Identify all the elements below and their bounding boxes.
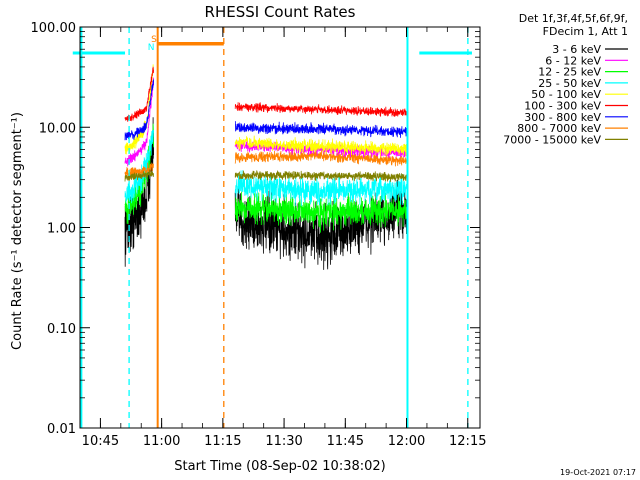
chart-title: RHESSI Count Rates bbox=[205, 3, 356, 21]
axes: 100.00 10.00 1.00 0.10 0.01 10:45 11:00 11:15 11… bbox=[31, 21, 487, 449]
legend-header-line-2: FDecim 1, Att 1 bbox=[543, 25, 628, 38]
flag-label-s: S bbox=[151, 35, 157, 45]
legend-label-8: 800 - 7000 keV bbox=[517, 122, 601, 135]
y-axis-label: Count Rate (s⁻¹ detector segment⁻¹) bbox=[10, 112, 25, 350]
legend-header-line-1: Det 1f,3f,4f,5f,6f,9f, bbox=[519, 12, 628, 25]
x-tick-label: 10:45 bbox=[82, 434, 119, 449]
legend-label-1: 3 - 6 keV bbox=[552, 43, 601, 56]
y-tick-label: 0.01 bbox=[47, 422, 76, 437]
y-tick-label: 1.00 bbox=[47, 222, 76, 237]
series-line-8 bbox=[124, 149, 409, 180]
legend-label-5: 50 - 100 keV bbox=[531, 88, 601, 101]
flag-label-n: N bbox=[148, 43, 155, 53]
plot-area: SN bbox=[72, 27, 472, 428]
legend-label-2: 6 - 12 keV bbox=[545, 54, 601, 67]
legend-label-6: 100 - 300 keV bbox=[524, 100, 601, 113]
series-line-6 bbox=[124, 66, 409, 122]
legend-label-4: 25 - 50 keV bbox=[538, 77, 601, 90]
y-tick-label: 0.10 bbox=[47, 322, 76, 337]
legend: Det 1f,3f,4f,5f,6f,9f, FDecim 1, Att 1 3… bbox=[503, 12, 628, 146]
legend-label-3: 12 - 25 keV bbox=[538, 66, 601, 79]
x-axis-label: Start Time (08-Sep-02 10:38:02) bbox=[174, 459, 385, 474]
series-line-9 bbox=[124, 169, 409, 182]
x-tick-label: 11:00 bbox=[143, 434, 180, 449]
legend-label-9: 7000 - 15000 keV bbox=[503, 133, 601, 146]
x-tick-label: 12:15 bbox=[449, 434, 486, 449]
x-tick-label: 12:00 bbox=[388, 434, 425, 449]
timestamp: 19-Oct-2021 07:17 bbox=[560, 468, 636, 477]
x-tick-label: 11:15 bbox=[204, 434, 241, 449]
series-line-4 bbox=[124, 129, 409, 207]
y-tick-label: 10.00 bbox=[39, 121, 76, 136]
series-line-7 bbox=[124, 79, 409, 141]
legend-label-7: 300 - 800 keV bbox=[524, 111, 601, 124]
x-tick-label: 11:45 bbox=[327, 434, 364, 449]
y-tick-label: 100.00 bbox=[31, 21, 77, 36]
x-tick-label: 11:30 bbox=[265, 434, 302, 449]
series-line-2 bbox=[124, 77, 409, 167]
